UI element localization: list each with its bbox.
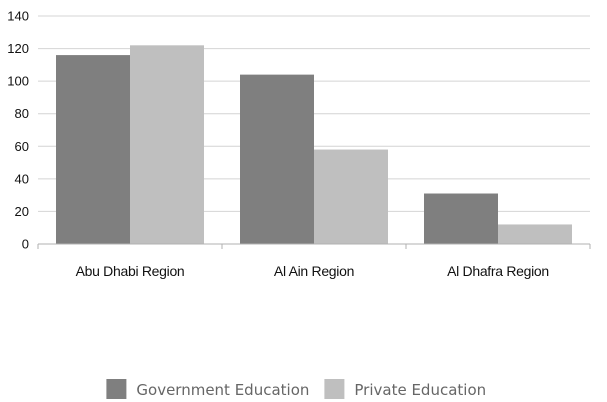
y-axis-tick-labels: 0 20 40 60 80 100 120 140 [7, 9, 29, 252]
y-tick-label: 100 [7, 74, 29, 89]
x-category-label: Abu Dhabi Region [76, 263, 185, 279]
y-tick-label: 60 [15, 139, 29, 154]
y-tick-label: 40 [15, 171, 29, 186]
y-tick-label: 120 [7, 41, 29, 56]
x-category-label: Al Ain Region [274, 263, 354, 279]
legend-swatch [106, 379, 127, 399]
legend-item: Private Education [324, 379, 486, 399]
bar [498, 224, 572, 244]
bar [130, 45, 204, 244]
legend-label: Private Education [354, 381, 486, 399]
y-tick-label: 140 [7, 9, 29, 24]
x-axis-category-labels: Abu Dhabi Region Al Ain Region Al Dhafra R… [76, 263, 550, 279]
bar [240, 74, 314, 244]
bar [424, 193, 498, 244]
y-tick-label: 20 [15, 204, 29, 219]
legend-item: Government Education [106, 379, 309, 399]
legend: Government Education Private Education [106, 379, 486, 399]
legend-swatch [324, 379, 345, 399]
bar [56, 55, 130, 245]
legend-label: Government Education [136, 381, 309, 399]
bars [56, 45, 572, 245]
x-category-label: Al Dhafra Region [447, 263, 549, 279]
x-axis [37, 243, 591, 249]
y-tick-label: 80 [15, 106, 29, 121]
bar [314, 149, 388, 244]
y-tick-label: 0 [22, 237, 29, 252]
